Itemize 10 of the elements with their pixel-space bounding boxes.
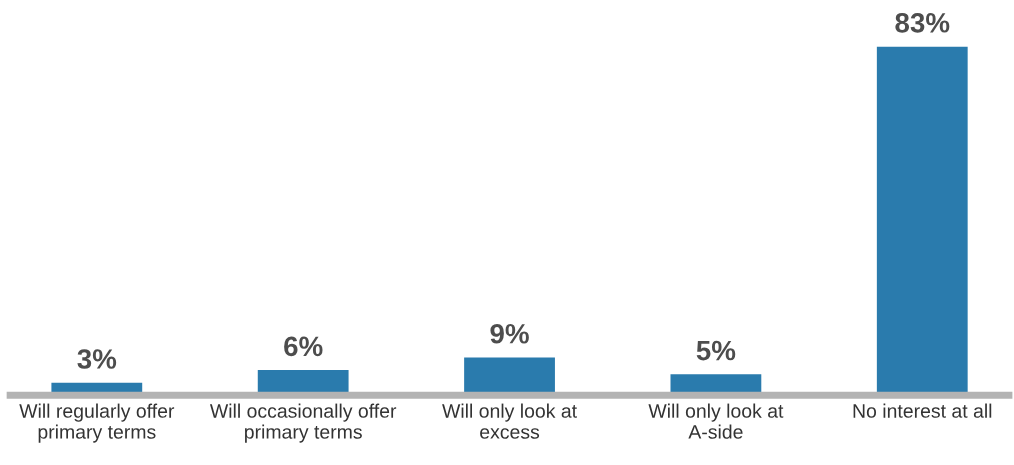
x-tick-label: Will occasionally offer primary terms: [209, 403, 397, 443]
data-label: 9%: [490, 323, 529, 344]
data-label: 83%: [895, 13, 950, 33]
data-label: 6%: [284, 336, 323, 357]
x-tick-label: Will regularly offer primary terms: [19, 403, 175, 443]
data-label: 5%: [696, 340, 736, 361]
x-tick-label: Will only look at excess: [442, 403, 577, 439]
x-tick-label: No interest at all: [853, 403, 992, 418]
data-label: 3%: [77, 349, 117, 369]
x-tick-label: Will only look at A-side: [648, 403, 784, 439]
